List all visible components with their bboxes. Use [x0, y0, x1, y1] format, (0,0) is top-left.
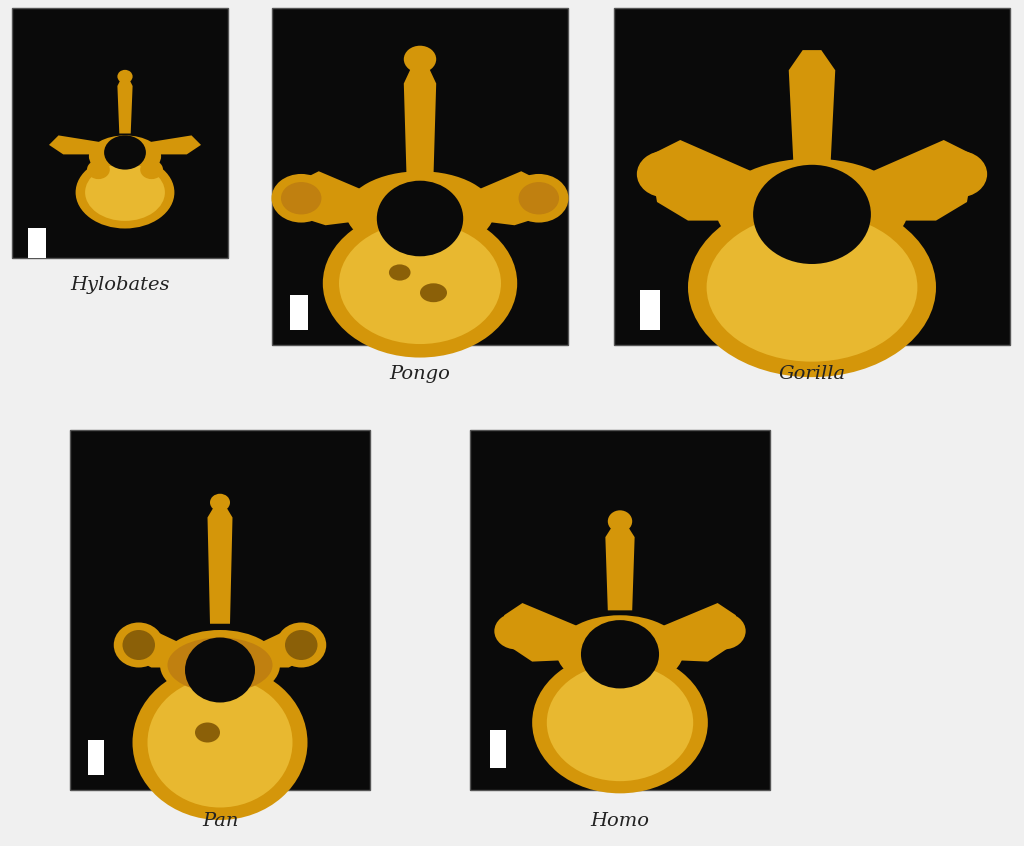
- Ellipse shape: [707, 213, 918, 361]
- Polygon shape: [144, 135, 201, 155]
- Ellipse shape: [688, 197, 936, 377]
- Ellipse shape: [114, 623, 164, 667]
- Polygon shape: [650, 603, 736, 662]
- Polygon shape: [788, 50, 836, 163]
- Bar: [88, 740, 104, 775]
- Ellipse shape: [185, 638, 255, 702]
- Text: Hylobates: Hylobates: [71, 276, 170, 294]
- Text: Pan: Pan: [202, 812, 239, 830]
- Polygon shape: [855, 140, 975, 221]
- Ellipse shape: [495, 613, 539, 650]
- Ellipse shape: [123, 630, 155, 660]
- Ellipse shape: [104, 135, 145, 169]
- Bar: [640, 290, 660, 330]
- Ellipse shape: [276, 623, 327, 667]
- Ellipse shape: [87, 160, 110, 179]
- Ellipse shape: [377, 181, 463, 256]
- Ellipse shape: [140, 160, 163, 179]
- Bar: [70, 430, 370, 790]
- Bar: [12, 8, 228, 258]
- Ellipse shape: [509, 174, 568, 222]
- Ellipse shape: [608, 510, 632, 532]
- Ellipse shape: [323, 209, 517, 358]
- Bar: [290, 295, 308, 330]
- Ellipse shape: [89, 135, 161, 177]
- Bar: [470, 430, 770, 790]
- Ellipse shape: [532, 651, 708, 794]
- Ellipse shape: [281, 182, 322, 214]
- Ellipse shape: [147, 678, 293, 807]
- Polygon shape: [118, 79, 132, 134]
- Ellipse shape: [403, 46, 436, 73]
- Ellipse shape: [285, 630, 317, 660]
- Polygon shape: [605, 524, 635, 610]
- Polygon shape: [49, 135, 106, 155]
- Ellipse shape: [753, 165, 870, 264]
- Polygon shape: [458, 171, 548, 225]
- Polygon shape: [208, 505, 232, 624]
- Ellipse shape: [518, 182, 559, 214]
- Polygon shape: [504, 603, 590, 662]
- Text: Gorilla: Gorilla: [778, 365, 846, 383]
- Ellipse shape: [581, 620, 659, 689]
- Ellipse shape: [132, 665, 307, 820]
- Ellipse shape: [339, 222, 501, 344]
- Polygon shape: [403, 63, 436, 175]
- Ellipse shape: [168, 638, 272, 693]
- Ellipse shape: [637, 151, 692, 197]
- Polygon shape: [649, 140, 769, 221]
- Ellipse shape: [701, 613, 745, 650]
- Ellipse shape: [547, 664, 693, 781]
- Ellipse shape: [271, 174, 331, 222]
- Ellipse shape: [557, 615, 683, 689]
- Polygon shape: [248, 628, 310, 667]
- Bar: [490, 730, 506, 768]
- Ellipse shape: [85, 164, 165, 221]
- Ellipse shape: [932, 151, 987, 197]
- Text: Homo: Homo: [591, 812, 649, 830]
- Bar: [272, 8, 568, 345]
- Ellipse shape: [389, 265, 411, 281]
- Ellipse shape: [195, 722, 220, 743]
- Ellipse shape: [716, 158, 908, 261]
- Bar: [28, 228, 46, 258]
- Polygon shape: [292, 171, 382, 225]
- Ellipse shape: [346, 171, 495, 252]
- Ellipse shape: [160, 630, 280, 700]
- Ellipse shape: [76, 157, 174, 228]
- Ellipse shape: [210, 494, 230, 511]
- Text: Pongo: Pongo: [389, 365, 451, 383]
- Bar: [614, 8, 1010, 345]
- Polygon shape: [130, 628, 193, 667]
- Ellipse shape: [118, 70, 132, 83]
- Ellipse shape: [420, 283, 447, 302]
